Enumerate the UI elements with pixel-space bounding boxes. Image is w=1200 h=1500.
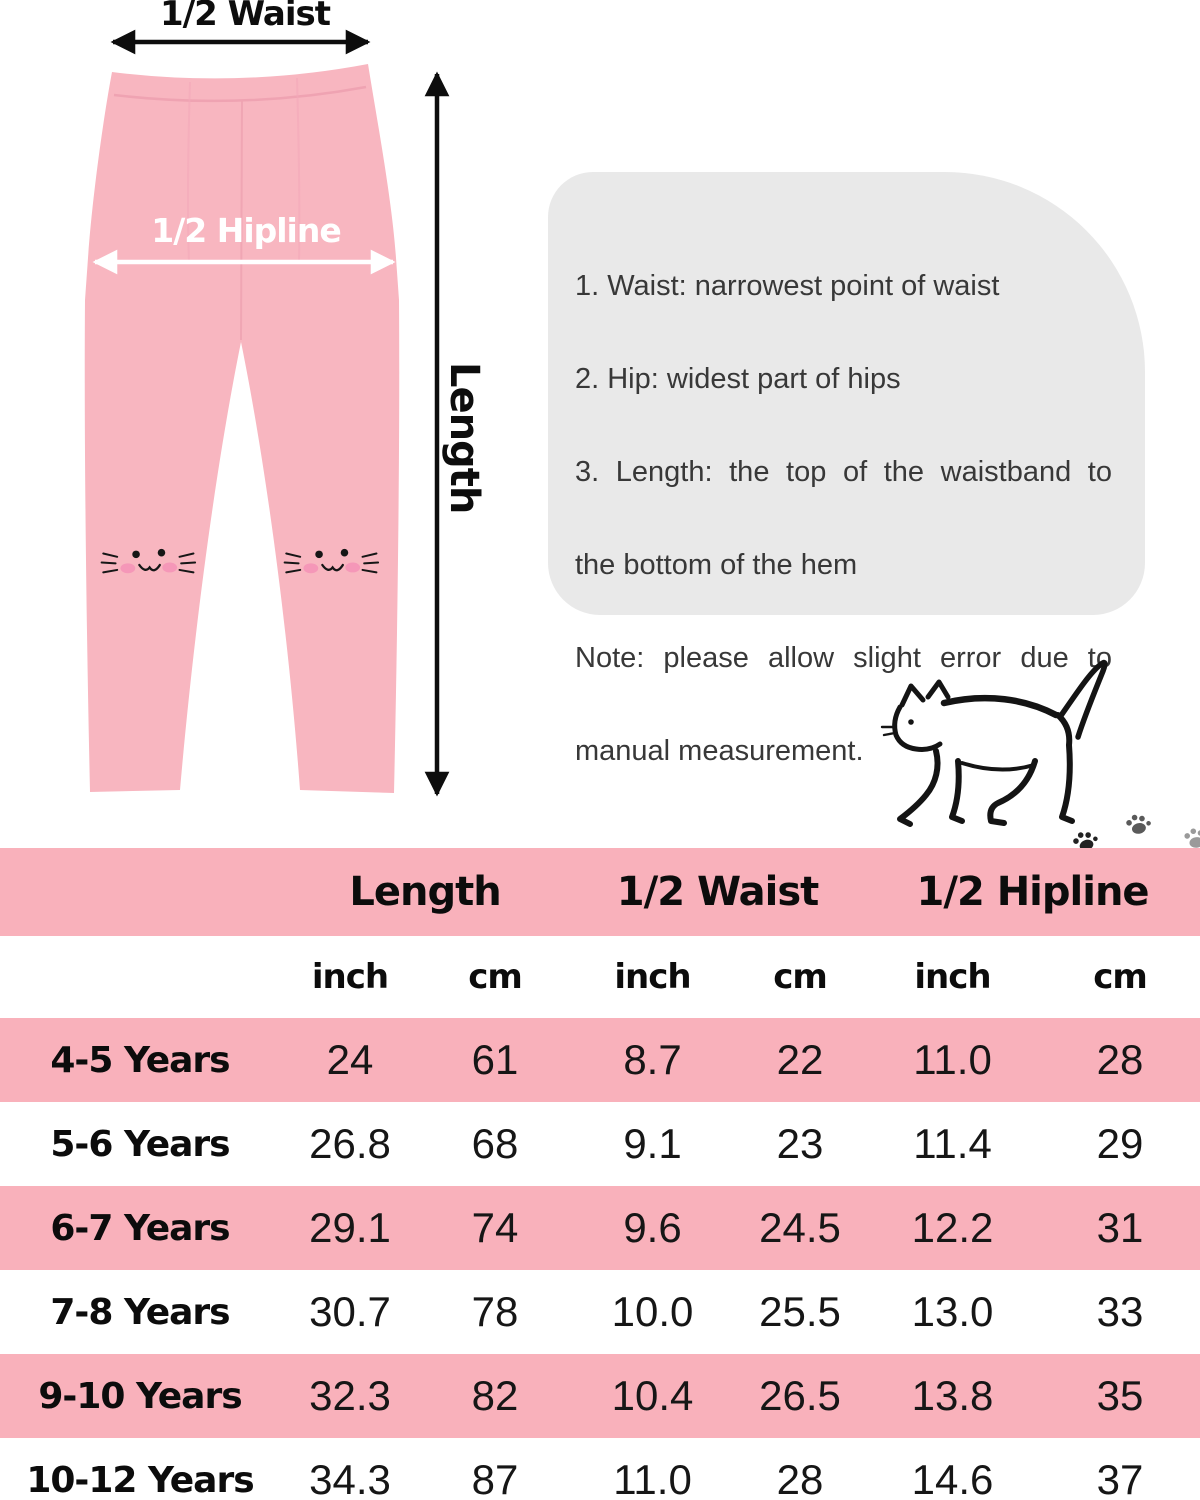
size-value-cell: 23	[776, 1120, 824, 1167]
unit-header-row: inch cm inch cm inch cm	[0, 936, 1200, 1018]
size-label: 7-8 Years	[50, 1291, 230, 1333]
size-value-cell: 61	[471, 1036, 519, 1083]
size-table: Length 1/2 Waist 1/2 Hipline inch cm inc…	[0, 848, 1200, 1500]
size-value-cell: 87	[471, 1456, 519, 1500]
column-group-half-hipline: 1/2 Hipline	[916, 869, 1150, 915]
size-value-cell: 13.8	[911, 1372, 994, 1419]
size-value-cell: 11.4	[913, 1120, 992, 1167]
table-row: 6-7 Years 29.1 74 9.6 24.5 12.2 31	[0, 1186, 1200, 1270]
measurement-instructions-box: 1. Waist: narrowest point of waist 2. Hi…	[548, 172, 1145, 767]
size-value-cell: 34.3	[309, 1456, 391, 1500]
corner-cell	[0, 936, 280, 1018]
table-row: 10-12 Years 34.3 87 11.0 28 14.6 37	[0, 1438, 1200, 1500]
table-row: 9-10 Years 32.3 82 10.4 26.5 13.8 35	[0, 1354, 1200, 1438]
column-group-header-row: Length 1/2 Waist 1/2 Hipline	[0, 848, 1200, 936]
cat-line-art	[880, 659, 1108, 827]
size-value-cell: 78	[471, 1288, 519, 1335]
unit-header: inch	[614, 957, 691, 997]
size-value-cell: 13.0	[911, 1288, 994, 1335]
instruction-line-length-1: 3. Length: the top of the waistband to	[575, 456, 1112, 488]
size-label: 5-6 Years	[50, 1123, 230, 1165]
size-label: 4-5 Years	[50, 1039, 230, 1081]
half-waist-label: 1/2 Waist	[160, 0, 331, 34]
paw-prints	[1071, 811, 1200, 850]
unit-header: inch	[311, 957, 389, 997]
table-row: 7-8 Years 30.7 78 10.0 25.5 13.0 33	[0, 1270, 1200, 1354]
size-value-cell: 9.1	[623, 1120, 682, 1167]
length-label: Length	[441, 362, 487, 514]
unit-header: cm	[468, 957, 523, 997]
size-value-cell: 8.7	[623, 1036, 682, 1083]
size-value-cell: 35	[1096, 1372, 1144, 1419]
size-value-cell: 29	[1096, 1120, 1144, 1167]
size-value-cell: 31	[1096, 1204, 1144, 1251]
size-value-cell: 26.8	[309, 1120, 391, 1167]
instruction-line-note-2: manual measurement.	[575, 735, 864, 767]
size-value-cell: 14.6	[911, 1456, 994, 1500]
size-value-cell: 25.5	[759, 1288, 841, 1335]
half-hipline-label: 1/2 Hipline	[151, 211, 342, 250]
size-value-cell: 22	[776, 1036, 824, 1083]
leggings-shape	[84, 64, 400, 793]
instruction-line-hip: 2. Hip: widest part of hips	[575, 363, 901, 395]
size-value-cell: 10.0	[611, 1288, 694, 1335]
walking-cat-illustration	[880, 659, 1200, 850]
unit-header: cm	[773, 957, 828, 997]
size-label: 9-10 Years	[38, 1375, 242, 1417]
size-value-cell: 28	[1096, 1036, 1144, 1083]
table-row: 4-5 Years 24 61 8.7 22 11.0 28	[0, 1018, 1200, 1102]
corner-cell	[0, 848, 280, 936]
size-value-cell: 11.0	[613, 1456, 692, 1500]
size-value-cell: 82	[471, 1372, 519, 1419]
size-value-cell: 10.4	[611, 1372, 694, 1419]
size-value-cell: 24.5	[759, 1204, 841, 1251]
size-value-cell: 29.1	[309, 1204, 391, 1251]
table-row: 5-6 Years 26.8 68 9.1 23 11.4 29	[0, 1102, 1200, 1186]
size-value-cell: 26.5	[759, 1372, 841, 1419]
instruction-line-note-1: Note: please allow slight error due to	[575, 642, 1112, 674]
leggings-illustration	[84, 29, 450, 797]
size-value-cell: 12.2	[911, 1204, 994, 1251]
size-value-cell: 11.0	[913, 1036, 992, 1083]
size-value-cell: 30.7	[309, 1288, 391, 1335]
size-value-cell: 74	[471, 1204, 519, 1251]
size-value-cell: 32.3	[309, 1372, 391, 1419]
size-value-cell: 68	[471, 1120, 519, 1167]
unit-header: inch	[914, 957, 991, 997]
column-group-half-waist: 1/2 Waist	[616, 869, 820, 915]
size-label: 6-7 Years	[50, 1207, 230, 1249]
size-value-cell: 28	[776, 1456, 824, 1500]
size-value-cell: 37	[1096, 1456, 1144, 1500]
size-value-cell: 9.6	[623, 1204, 682, 1251]
size-value-cell: 33	[1096, 1288, 1144, 1335]
unit-header: cm	[1093, 957, 1148, 997]
size-value-cell: 24	[326, 1036, 374, 1083]
instruction-line-length-2: the bottom of the hem	[575, 549, 858, 581]
size-label: 10-12 Years	[26, 1459, 254, 1500]
instruction-line-waist: 1. Waist: narrowest point of waist	[575, 270, 1000, 302]
column-group-length: Length	[349, 869, 501, 915]
